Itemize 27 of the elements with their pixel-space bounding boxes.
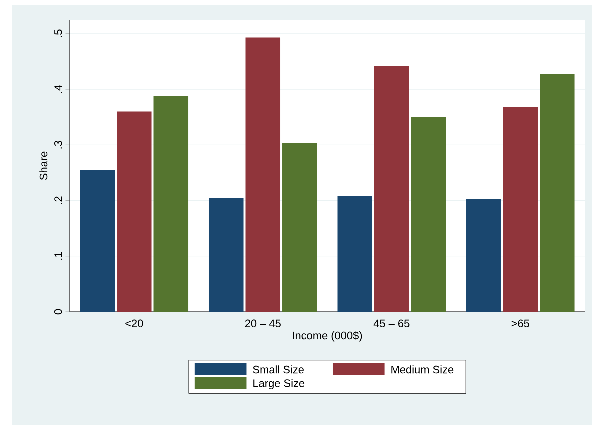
y-tick-label: .2 — [54, 196, 62, 204]
bar — [503, 107, 538, 312]
y-tick-label: .4 — [54, 85, 62, 94]
x-tick-label: 45 – 65 — [374, 320, 410, 328]
bar — [374, 66, 410, 312]
x-tick-label: 20 – 45 — [245, 320, 281, 328]
legend-label: Small Size — [253, 366, 304, 374]
bar — [117, 112, 152, 312]
y-tick-label: .3 — [54, 141, 62, 149]
bar — [411, 117, 446, 312]
bar — [338, 196, 373, 312]
bar — [80, 170, 116, 312]
bar — [466, 199, 502, 312]
bar — [540, 74, 575, 312]
bar — [282, 143, 318, 312]
y-tick-label: .5 — [54, 30, 62, 38]
bar — [208, 198, 244, 312]
y-tick-label: 0 — [54, 309, 62, 315]
bar — [246, 38, 281, 312]
x-tick-label: <20 — [126, 320, 144, 328]
x-tick-label: >65 — [512, 320, 530, 328]
x-axis-title: Income (000$) — [293, 331, 362, 342]
legend-label: Large Size — [254, 379, 305, 390]
legend-label: Medium Size — [392, 366, 454, 374]
y-tick-label: .1 — [54, 252, 62, 260]
bar — [154, 96, 189, 312]
y-axis-title: Share — [40, 152, 48, 180]
